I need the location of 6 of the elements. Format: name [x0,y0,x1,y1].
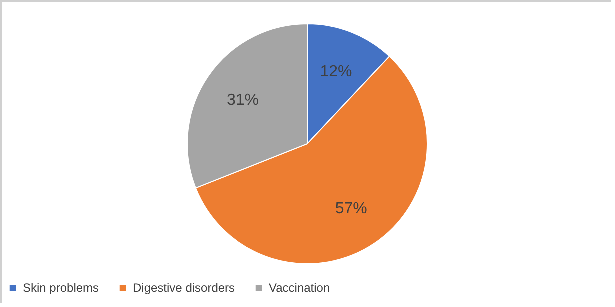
data-label: 12% [320,63,352,80]
legend-label: Vaccination [269,281,330,296]
data-label: 57% [335,200,368,218]
legend-label: Skin problems [23,281,100,296]
legend-label: Digestive disorders [133,281,236,296]
data-label: 31% [226,92,260,110]
